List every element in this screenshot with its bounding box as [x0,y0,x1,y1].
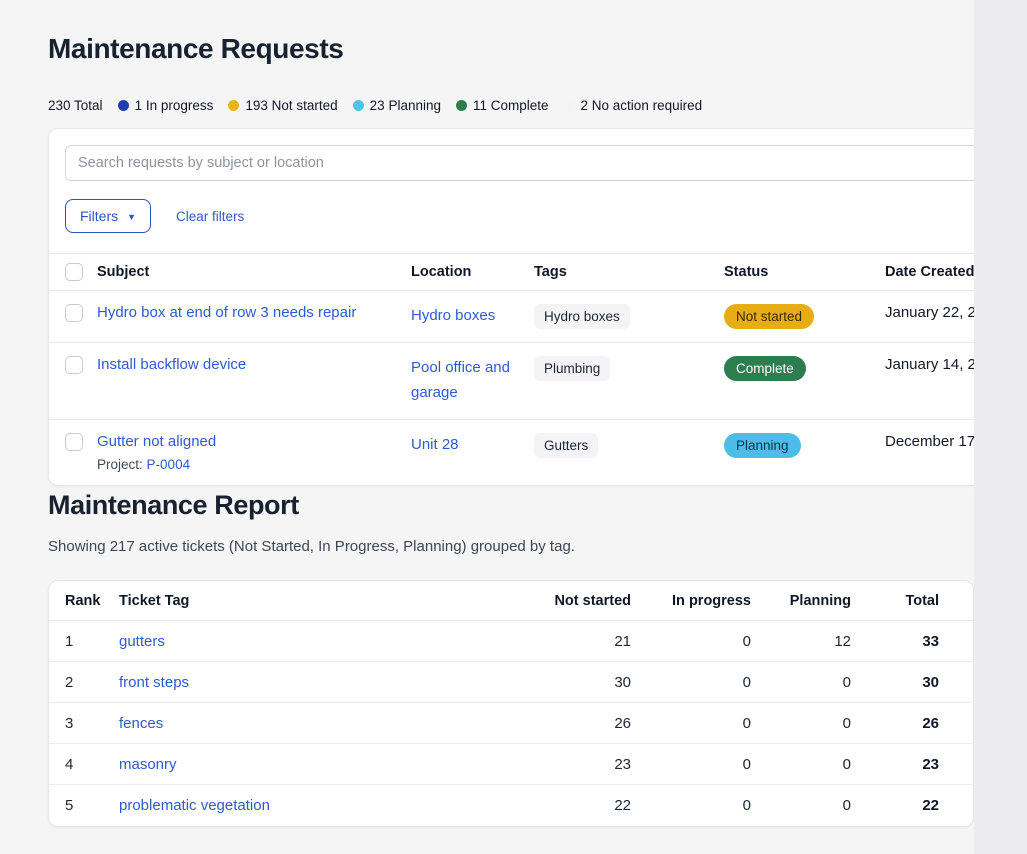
requests-table-header: Subject Location Tags Status Date Create… [49,254,974,291]
planning-count: 0 [842,714,851,732]
row-checkbox[interactable] [65,304,83,322]
search-input[interactable] [65,145,974,181]
col-subject: Subject [97,264,150,280]
report-row: 4 masonry 23 0 0 23 [49,744,973,785]
total-count: 22 [922,797,939,814]
request-subject-link[interactable]: Hydro box at end of row 3 needs repair [97,304,357,321]
col-tags: Tags [534,264,567,280]
not-started-count: 26 [614,714,631,732]
rank-value: 5 [65,797,74,814]
report-row: 3 fences 26 0 0 26 [49,703,973,744]
col-total: Total [905,592,939,609]
col-planning: Planning [789,592,851,609]
planning-count: 12 [834,632,851,650]
table-row: Hydro box at end of row 3 needs repair H… [49,291,974,343]
not-started-count: 23 [614,755,631,773]
request-location-link[interactable]: Hydro boxes [411,307,496,324]
not-started-count: 30 [614,673,631,691]
total-count: 26 [922,714,939,732]
rank-value: 4 [65,755,74,773]
tag-pill: Gutters [534,432,599,458]
summary-complete: 11 Complete [455,98,549,113]
summary-not-started: 193 Not started [228,98,338,113]
requests-card: Filters ▼ Clear filters Subject Location… [48,128,974,486]
table-row: Gutter not aligned Project: P-0004 Unit … [49,420,974,485]
date-created: January 22, 2 [885,304,974,321]
planning-dot-icon [352,100,364,111]
col-in-progress: In progress [672,592,751,609]
report-row: 1 gutters 21 0 12 33 [49,621,973,662]
summary-in-progress: 1 In progress [117,98,213,113]
ticket-tag-link[interactable]: front steps [119,673,190,691]
report-card: Rank Ticket Tag Not started In progress … [48,580,974,827]
request-location-link[interactable]: Pool office and garage [411,359,510,401]
page-title: Maintenance Requests [48,33,344,64]
rank-value: 3 [65,714,74,732]
request-subject-link[interactable]: Install backflow device [97,356,247,373]
not-started-count: 22 [614,797,631,814]
status-badge: Not started [724,304,815,329]
in-progress-dot-icon [117,100,129,111]
col-not-started: Not started [554,592,631,609]
select-all-checkbox[interactable] [65,263,83,281]
rank-value: 1 [65,632,74,650]
table-row: Install backflow device Pool office and … [49,343,974,420]
ticket-tag-link[interactable]: masonry [119,755,177,773]
ticket-tag-link[interactable]: gutters [119,632,165,650]
summary-planning: 23 Planning [352,98,441,113]
col-ticket-tag: Ticket Tag [119,592,190,609]
col-location: Location [411,264,472,280]
clear-filters-link[interactable]: Clear filters [176,208,245,224]
filters-button[interactable]: Filters ▼ [65,199,152,233]
request-location-link[interactable]: Unit 28 [411,435,459,453]
not-started-count: 21 [614,632,631,650]
rank-value: 2 [65,673,74,691]
report-row: 5 problematic vegetation 22 0 0 22 [49,785,973,826]
request-subject-link[interactable]: Gutter not aligned [97,432,217,450]
status-badge: Complete [724,356,806,381]
no-action-dot-icon [563,100,575,111]
row-checkbox[interactable] [65,356,83,374]
planning-count: 0 [842,755,851,773]
col-rank: Rank [65,592,101,609]
ticket-tag-link[interactable]: problematic vegetation [119,797,270,814]
total-count: 33 [922,632,939,650]
project-link[interactable]: P-0004 [146,456,191,472]
col-status: Status [724,264,769,280]
requests-table: Subject Location Tags Status Date Create… [49,253,974,485]
report-title: Maintenance Report [48,490,299,520]
content-viewport: Maintenance Requests 230 Total 1 In prog… [48,33,974,827]
in-progress-count: 0 [742,797,751,814]
summary-total: 230 Total [48,98,103,113]
in-progress-count: 0 [742,673,751,691]
page-right-margin [974,0,1027,854]
report-subtitle: Showing 217 active tickets (Not Started,… [48,538,575,555]
row-checkbox[interactable] [65,432,83,451]
chevron-down-icon: ▼ [127,211,137,222]
complete-dot-icon [455,100,467,111]
project-reference: Project: P-0004 [97,456,191,472]
not-started-dot-icon [228,100,240,111]
date-created: January 14, 2 [885,356,974,373]
filters-row: Filters ▼ Clear filters [65,199,974,233]
report-table-header: Rank Ticket Tag Not started In progress … [49,581,973,621]
report-row: 2 front steps 30 0 0 30 [49,662,973,703]
total-count: 23 [922,755,939,773]
date-created: December 17 [885,432,974,450]
summary-no-action: 2 No action required [563,98,702,113]
total-count: 30 [922,673,939,691]
col-date-created: Date Created [885,264,974,280]
ticket-tag-link[interactable]: fences [119,714,164,732]
planning-count: 0 [842,673,851,691]
in-progress-count: 0 [742,632,751,650]
tag-pill: Plumbing [534,356,611,381]
in-progress-count: 0 [742,755,751,773]
planning-count: 0 [842,797,851,814]
in-progress-count: 0 [742,714,751,732]
status-summary: 230 Total 1 In progress 193 Not started … [48,98,702,113]
status-badge: Planning [724,432,801,458]
tag-pill: Hydro boxes [534,304,630,329]
